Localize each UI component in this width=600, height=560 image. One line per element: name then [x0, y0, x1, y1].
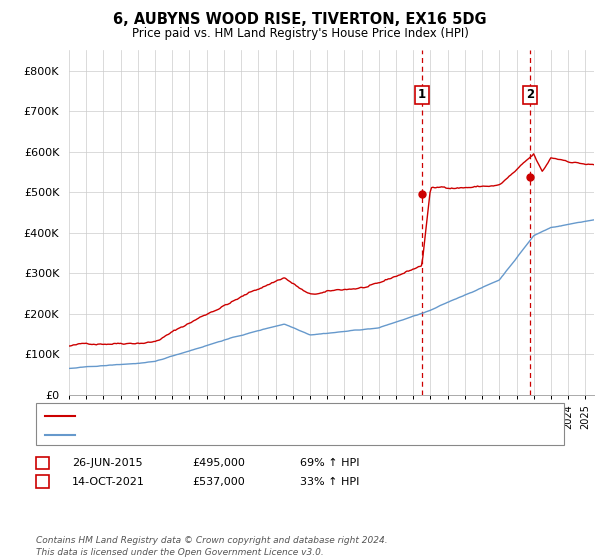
Text: 6, AUBYNS WOOD RISE, TIVERTON, EX16 5DG: 6, AUBYNS WOOD RISE, TIVERTON, EX16 5DG: [113, 12, 487, 27]
Text: £537,000: £537,000: [192, 477, 245, 487]
Text: 6, AUBYNS WOOD RISE, TIVERTON, EX16 5DG (detached house): 6, AUBYNS WOOD RISE, TIVERTON, EX16 5DG …: [81, 411, 413, 421]
Text: 1: 1: [39, 458, 46, 468]
Text: 26-JUN-2015: 26-JUN-2015: [72, 458, 143, 468]
Text: Price paid vs. HM Land Registry's House Price Index (HPI): Price paid vs. HM Land Registry's House …: [131, 27, 469, 40]
Text: 1: 1: [418, 88, 425, 101]
Text: 2: 2: [39, 477, 46, 487]
Text: 33% ↑ HPI: 33% ↑ HPI: [300, 477, 359, 487]
Text: 14-OCT-2021: 14-OCT-2021: [72, 477, 145, 487]
Text: 69% ↑ HPI: 69% ↑ HPI: [300, 458, 359, 468]
Text: HPI: Average price, detached house, Mid Devon: HPI: Average price, detached house, Mid …: [81, 430, 329, 440]
Text: 2: 2: [526, 88, 534, 101]
Text: £495,000: £495,000: [192, 458, 245, 468]
Text: Contains HM Land Registry data © Crown copyright and database right 2024.
This d: Contains HM Land Registry data © Crown c…: [36, 536, 388, 557]
